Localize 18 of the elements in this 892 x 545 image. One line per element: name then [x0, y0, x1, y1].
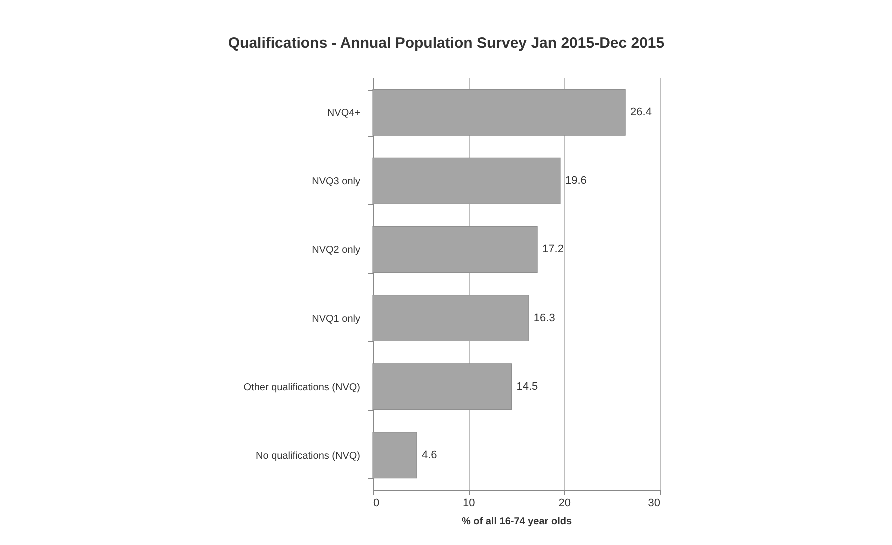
- x-tick-label: 20: [558, 498, 571, 510]
- y-tick-label: Other qualifications (NVQ): [244, 382, 360, 394]
- data-label: 26.4: [630, 106, 652, 119]
- data-label: 19.6: [566, 175, 587, 188]
- chart-title: Qualifications - Annual Population Survey Jan 2015-Dec 2015: [228, 35, 665, 52]
- data-label: 16.3: [534, 312, 556, 324]
- x-tick-label: 30: [648, 498, 660, 510]
- x-tick-label: 10: [463, 498, 476, 510]
- y-tick-label: NVQ3 only: [312, 176, 360, 188]
- x-axis-title: % of all 16-74 year olds: [462, 516, 572, 528]
- y-tick-label: NVQ4+: [327, 108, 361, 120]
- y-tick-label: No qualifications (NVQ): [256, 450, 360, 462]
- data-label: 14.5: [516, 380, 538, 393]
- data-label: 17.2: [542, 244, 564, 256]
- x-tick-label: 0: [374, 498, 380, 510]
- y-tick-label: NVQ2 only: [312, 245, 360, 256]
- y-tick-label: NVQ1 only: [312, 314, 360, 325]
- data-label: 4.6: [422, 449, 438, 462]
